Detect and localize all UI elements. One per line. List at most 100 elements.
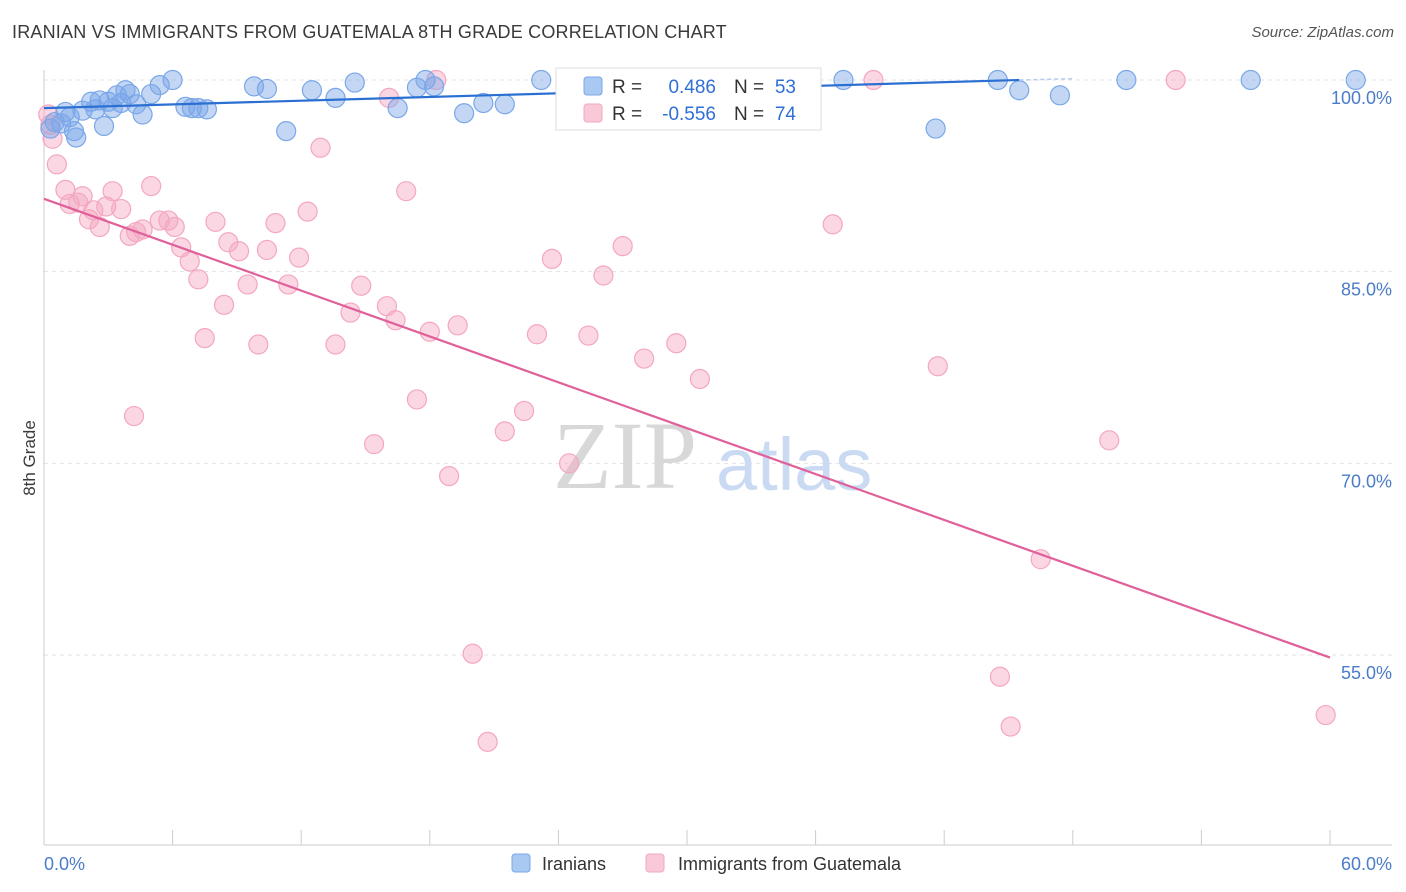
series-legend: Iranians Immigrants from Guatemala xyxy=(511,853,902,874)
guatemala-point xyxy=(406,389,428,410)
iranian-point xyxy=(453,103,475,124)
legend-n-value-2: 74 xyxy=(775,104,797,125)
guatemala-trend-line xyxy=(43,197,1331,659)
iranian-point xyxy=(66,127,87,148)
x-tick-label-max: 60.0% xyxy=(1341,854,1392,874)
guatemala-point xyxy=(89,216,110,238)
guatemala-points xyxy=(38,69,1336,752)
iranian-point xyxy=(119,83,140,105)
guatemala-point xyxy=(248,334,269,355)
guatemala-point xyxy=(205,211,226,232)
bottom-swatch-guatemala xyxy=(645,853,665,873)
iranian-point xyxy=(44,112,65,133)
guatemala-point xyxy=(863,69,884,91)
y-tick-label: 70.0% xyxy=(1341,471,1392,491)
bottom-legend-guatemala: Immigrants from Guatemala xyxy=(678,854,902,874)
watermark-zip: ZIP xyxy=(553,402,697,509)
guatemala-point xyxy=(559,453,580,474)
guatemala-point xyxy=(123,405,145,427)
y-tick-label: 100.0% xyxy=(1331,88,1392,108)
iranian-point xyxy=(149,75,170,96)
iranian-point xyxy=(531,69,552,91)
iranian-point xyxy=(387,98,408,119)
legend-n-label-2: N = xyxy=(734,104,764,125)
guatemala-point xyxy=(666,333,687,354)
guatemala-point xyxy=(96,196,117,217)
watermark-atlas: atlas xyxy=(716,423,872,506)
guatemala-point xyxy=(634,348,655,369)
iranian-point xyxy=(132,104,153,125)
legend-r-value-2: -0.556 xyxy=(662,104,716,125)
legend-r-value-1: 0.486 xyxy=(668,77,716,98)
grid-lines xyxy=(44,79,1392,656)
legend-r-label-1: R = xyxy=(612,77,642,98)
iranian-point xyxy=(301,80,323,101)
guatemala-point xyxy=(351,275,372,296)
iranian-point xyxy=(925,118,946,139)
x-tick-label-min: 0.0% xyxy=(44,854,85,874)
guatemala-point xyxy=(438,466,460,487)
guatemala-point xyxy=(989,666,1011,687)
guatemala-point xyxy=(447,315,468,336)
legend-n-label-1: N = xyxy=(734,77,764,98)
guatemala-point xyxy=(363,434,385,455)
iranian-trend-extension xyxy=(1019,77,1073,81)
guatemala-point xyxy=(1099,430,1120,451)
iranian-point xyxy=(243,76,265,97)
guatemala-point xyxy=(927,356,948,377)
guatemala-point xyxy=(462,643,483,664)
guatemala-point xyxy=(477,731,498,752)
guatemala-point xyxy=(228,241,250,262)
stats-legend: R = 0.486 N = 53 R = -0.556 N = 74 xyxy=(555,67,822,131)
guatemala-point xyxy=(1315,704,1336,726)
iranian-point xyxy=(276,121,297,142)
guatemala-point xyxy=(325,334,346,355)
trend-lines xyxy=(43,77,1331,659)
guatemala-point xyxy=(149,210,170,231)
source-label: Source: ZipAtlas.com xyxy=(1251,24,1394,41)
chart-title: IRANIAN VS IMMIGRANTS FROM GUATEMALA 8TH… xyxy=(12,22,727,42)
iranian-point xyxy=(1345,69,1366,91)
guatemala-point xyxy=(822,214,843,235)
guatemala-point xyxy=(194,328,215,349)
y-tick-label: 85.0% xyxy=(1341,280,1392,300)
guatemala-point xyxy=(72,186,93,207)
guatemala-point xyxy=(42,128,63,149)
legend-swatch-iranians xyxy=(583,76,603,96)
iranian-point xyxy=(175,96,196,117)
y-tick-labels: 100.0% 85.0% 70.0% 55.0% xyxy=(1331,88,1392,683)
guatemala-point xyxy=(213,294,235,315)
guatemala-point xyxy=(396,181,417,202)
iranian-point xyxy=(93,115,115,137)
iranian-point xyxy=(344,72,365,93)
guatemala-point xyxy=(494,421,515,442)
legend-r-label-2: R = xyxy=(612,104,642,125)
guatemala-point xyxy=(526,324,548,345)
y-tick-label: 55.0% xyxy=(1341,663,1392,683)
iranian-point xyxy=(325,87,346,108)
guatemala-point xyxy=(46,154,67,175)
guatemala-point xyxy=(179,251,200,272)
guatemala-point xyxy=(1165,69,1186,91)
iranian-point xyxy=(256,78,278,100)
guatemala-point xyxy=(141,175,162,197)
x-ticks xyxy=(43,830,1331,845)
guatemala-point xyxy=(297,201,318,222)
iranian-point xyxy=(1116,69,1137,91)
guatemala-point xyxy=(612,236,633,257)
guatemala-point xyxy=(689,368,710,390)
iranian-point xyxy=(1049,85,1071,106)
guatemala-point xyxy=(256,239,278,261)
guatemala-point xyxy=(111,198,132,220)
iranian-trend-line xyxy=(43,78,1020,110)
iranian-point xyxy=(1240,69,1261,91)
iranian-point xyxy=(494,94,515,115)
guatemala-point xyxy=(288,247,310,268)
guatemala-point xyxy=(278,274,299,295)
iranian-point xyxy=(473,92,494,114)
legend-swatch-guatemala xyxy=(583,103,603,123)
iranian-point xyxy=(162,69,183,91)
guatemala-point xyxy=(1000,716,1021,737)
bottom-legend-iranians: Iranians xyxy=(542,854,606,874)
